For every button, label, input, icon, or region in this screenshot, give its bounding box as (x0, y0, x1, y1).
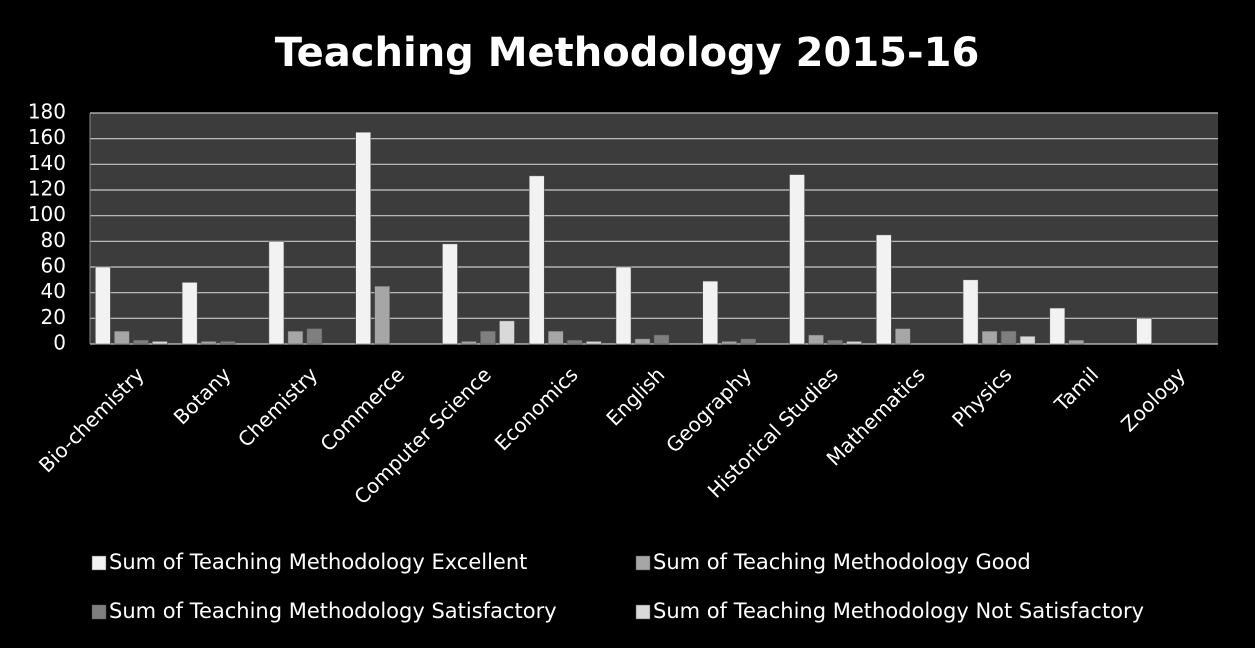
bar (374, 286, 390, 345)
bar (615, 266, 632, 345)
bar (962, 279, 979, 345)
chart-title: Teaching Methodology 2015-16 (275, 30, 980, 76)
legend-swatch (91, 555, 107, 571)
bar (219, 341, 236, 345)
y-tick-label: 0 (53, 331, 66, 355)
legend-label: Sum of Teaching Methodology Excellent (109, 550, 527, 574)
y-tick-label: 160 (28, 125, 66, 149)
plot-area (90, 113, 1218, 344)
bar (895, 328, 911, 345)
bar (1049, 307, 1066, 345)
y-tick-label: 100 (28, 202, 66, 226)
y-tick-label: 180 (28, 100, 66, 124)
y-tick-label: 140 (28, 151, 66, 175)
bar (808, 334, 824, 345)
y-tick-label: 40 (41, 279, 66, 303)
bar (133, 339, 149, 345)
bar (585, 341, 602, 345)
y-tick-label: 20 (41, 305, 66, 329)
bar (876, 234, 892, 345)
bar (721, 341, 738, 345)
bar (1068, 339, 1085, 345)
legend-label: Sum of Teaching Methodology Good (653, 550, 1031, 574)
bar (306, 328, 323, 345)
bar (827, 339, 843, 345)
bar (442, 243, 458, 345)
y-tick-label: 80 (41, 228, 66, 252)
bar (95, 266, 111, 345)
bar (461, 341, 477, 345)
legend-swatch (635, 555, 651, 571)
bar (528, 175, 545, 345)
bar (547, 330, 564, 345)
bar (1000, 330, 1017, 345)
bar (480, 330, 496, 345)
bar (1019, 336, 1036, 345)
bar (181, 282, 198, 345)
bar (846, 341, 862, 345)
legend-label: Sum of Teaching Methodology Not Satisfac… (653, 599, 1144, 623)
bar (702, 280, 719, 345)
bar (1136, 318, 1152, 345)
legend-label: Sum of Teaching Methodology Satisfactory (109, 599, 557, 623)
bar (268, 241, 285, 345)
y-tick-label: 120 (28, 177, 66, 201)
bar (355, 132, 371, 345)
bar (287, 330, 304, 345)
bar (653, 334, 670, 345)
bar (566, 339, 583, 345)
bar (200, 341, 217, 345)
bar (152, 341, 168, 345)
bar (740, 338, 757, 345)
legend-swatch (635, 604, 651, 620)
bar (499, 320, 515, 345)
bar (981, 330, 998, 345)
bar (789, 174, 805, 345)
bar (634, 338, 651, 345)
legend-swatch (91, 604, 107, 620)
bar (114, 330, 130, 345)
y-tick-label: 60 (41, 254, 66, 278)
